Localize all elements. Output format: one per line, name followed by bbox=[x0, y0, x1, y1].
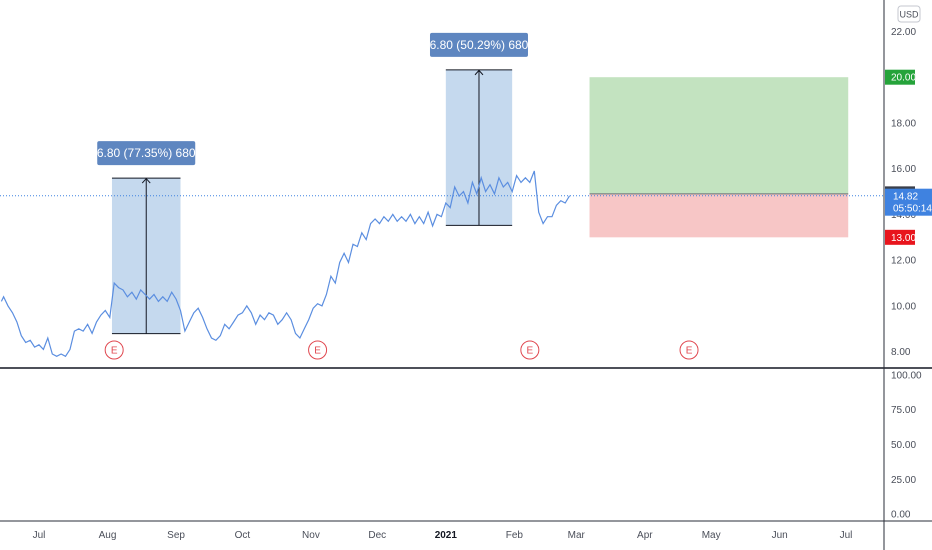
measurement-tools[interactable]: 6.80 (77.35%) 680 6.80 (50.29%) 680 bbox=[97, 32, 529, 335]
price-tick-label: 12.00 bbox=[891, 256, 916, 267]
time-tick-label: Apr bbox=[637, 530, 653, 541]
target-price-tag-label: 20.00 bbox=[891, 73, 916, 84]
earnings-circle bbox=[308, 340, 328, 360]
loss-zone[interactable] bbox=[589, 193, 849, 238]
time-tick-label: Sep bbox=[167, 530, 185, 541]
earnings-marker[interactable]: E bbox=[308, 340, 328, 360]
time-tick-label: May bbox=[702, 530, 721, 541]
measurement-label: 6.80 (50.29%) 680 bbox=[430, 38, 529, 52]
price-tick-label: 18.00 bbox=[891, 118, 916, 129]
indicator-axis[interactable]: 0.00 25.00 50.00 75.00 100.00 bbox=[891, 370, 922, 520]
time-tick-label: 2021 bbox=[435, 530, 458, 541]
time-tick-label: Aug bbox=[99, 530, 117, 541]
countdown-label: 05:50:14 bbox=[893, 204, 932, 215]
measurement-label: 6.80 (77.35%) 680 bbox=[97, 146, 196, 160]
time-tick-label: Jul bbox=[33, 530, 46, 541]
stop-price-tag-label: 13.00 bbox=[891, 233, 916, 244]
stop-price-tag: 13.00 bbox=[885, 229, 916, 245]
stop-price-tag-box bbox=[885, 229, 915, 245]
time-axis[interactable]: Jul Aug Sep Oct Nov Dec 2021 Feb Mar Apr May Jun Jul bbox=[33, 530, 853, 541]
price-tick-label: 16.00 bbox=[891, 164, 916, 175]
earnings-circle bbox=[520, 340, 540, 360]
time-tick-label: Mar bbox=[568, 530, 586, 541]
long-position-tool[interactable] bbox=[589, 77, 849, 238]
earnings-label: E bbox=[527, 346, 534, 357]
earnings-label: E bbox=[314, 346, 321, 357]
last-price-tag-box bbox=[885, 188, 932, 216]
indicator-tick-label: 50.00 bbox=[891, 440, 916, 451]
time-tick-label: Jul bbox=[840, 530, 853, 541]
measurement-arrowhead bbox=[141, 177, 151, 184]
currency-label: USD bbox=[899, 10, 919, 20]
measurement[interactable]: 6.80 (77.35%) 680 bbox=[97, 141, 196, 335]
indicator-tick-label: 25.00 bbox=[891, 475, 916, 486]
time-tick-label: Dec bbox=[368, 530, 386, 541]
indicator-tick-label: 0.00 bbox=[891, 510, 911, 521]
price-series-line bbox=[0, 170, 571, 358]
indicator-tick-label: 100.00 bbox=[891, 370, 922, 381]
indicator-tick-label: 75.00 bbox=[891, 405, 916, 416]
earnings-circle bbox=[104, 340, 124, 360]
target-price-tag-box bbox=[885, 69, 915, 85]
earnings-label: E bbox=[686, 346, 693, 357]
price-tick-label: 10.00 bbox=[891, 301, 916, 312]
measurement[interactable]: 6.80 (50.29%) 680 bbox=[429, 32, 529, 226]
measurement-label-box bbox=[429, 32, 528, 57]
earnings-marker[interactable]: E bbox=[679, 340, 699, 360]
measurement-label-box bbox=[97, 141, 196, 166]
earnings-marker[interactable]: E bbox=[104, 340, 124, 360]
last-price-label: 14.82 bbox=[893, 192, 918, 203]
currency-badge[interactable]: USD bbox=[897, 5, 921, 23]
earnings-label: E bbox=[111, 346, 118, 357]
time-tick-label: Nov bbox=[302, 530, 320, 541]
price-tick-label: 8.00 bbox=[891, 347, 911, 358]
target-price-tag: 20.00 bbox=[885, 69, 916, 85]
profit-zone[interactable] bbox=[589, 77, 849, 194]
earnings-circle bbox=[679, 340, 699, 360]
time-tick-label: Feb bbox=[506, 530, 524, 541]
measurement-arrowhead bbox=[474, 69, 484, 76]
time-tick-label: Oct bbox=[235, 530, 251, 541]
price-tick-label: 22.00 bbox=[891, 27, 916, 38]
earnings-marker[interactable]: E bbox=[520, 340, 540, 360]
time-tick-label: Jun bbox=[772, 530, 788, 541]
